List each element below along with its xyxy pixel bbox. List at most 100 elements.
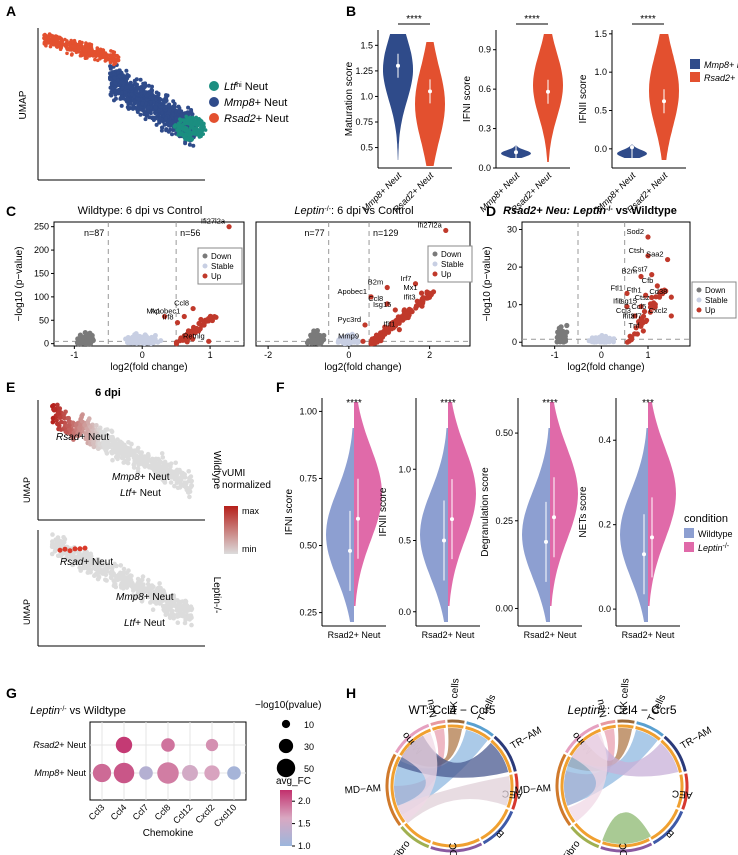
umap-cell-rsad2 [110, 59, 115, 63]
umap-cell [171, 615, 176, 621]
umap-cell [88, 551, 93, 557]
umap-cell [134, 594, 139, 599]
gene-label: Saa2 [646, 250, 664, 259]
umap-cell [152, 599, 157, 605]
y-axis-label: IFNII score [578, 74, 589, 123]
umap-cell [176, 607, 181, 612]
tick-label: 0.25 [299, 608, 317, 618]
umap-cell [153, 458, 158, 463]
umap-cell [113, 584, 119, 590]
x-tick-label: Cxcl10 [212, 802, 239, 829]
umap-cell [62, 557, 67, 562]
umap-cell [174, 480, 180, 486]
volcano-point-up [162, 313, 168, 320]
umap-cell [141, 455, 146, 460]
umap-cell-rsad2 [52, 42, 57, 47]
y-tick-label: 150 [34, 268, 49, 278]
umap-cell-ltf [195, 124, 200, 128]
legend-swatch [432, 251, 438, 257]
umap-cell [113, 441, 119, 447]
umap-cell-mmp8 [167, 108, 172, 113]
chord-sector-inner [432, 724, 446, 731]
sector-label-right: NK cells [618, 678, 631, 715]
umap-cell [186, 469, 191, 474]
umap-cell-rsad2 [46, 36, 51, 40]
x-axis-label: log2(fold change) [567, 362, 644, 373]
umap-cell-mmp8 [153, 105, 158, 110]
umap-cell-rsad2 [95, 46, 100, 50]
volcano-point-up [418, 290, 425, 296]
umap-cell [145, 463, 150, 468]
legend-swatch [209, 81, 219, 91]
volcano-point-stable [142, 341, 147, 347]
tick-label: 0.5 [594, 106, 607, 116]
umap-cell-rsad2 [89, 42, 94, 47]
chord-sector-outer [493, 735, 517, 772]
volcano-point-stable [132, 335, 138, 341]
tick-label: 0.50 [495, 428, 513, 438]
umap-cell-ltf [201, 132, 205, 136]
volcano-point-up [419, 303, 425, 309]
umap-cell [86, 570, 92, 575]
gene-label: Cst7 [632, 265, 647, 274]
chord-sector-outer [482, 810, 514, 845]
volcano-point-up [649, 294, 655, 301]
umap-cell [160, 603, 166, 609]
chord-sector-outer [617, 719, 635, 724]
gene-label: Ifit1 [383, 320, 395, 329]
volcano-point-up [373, 332, 380, 338]
chord-link [602, 812, 651, 845]
umap-cell [150, 594, 155, 600]
chord-sector-inner [490, 739, 512, 773]
volcano-point-up [181, 313, 187, 320]
chart-title: Leptin-/- vs Wildtype [30, 705, 126, 717]
umap-cell [96, 574, 102, 580]
umap-cell [145, 458, 150, 464]
y-axis-label: IFNI score [462, 76, 473, 123]
umap-cell [65, 423, 70, 429]
panel-letter-f: F [276, 379, 285, 395]
gene-label: Irf8 [163, 313, 174, 322]
gene-label: Ifi27l2a [418, 220, 443, 229]
sector-label-left: DC [448, 842, 460, 855]
panel-e-umap: 6 dpi UMAP UMAP Wildtype Leptin-/- Rsad+ Neut… [22, 387, 271, 647]
umap-cell-mmp8 [170, 132, 174, 137]
volcano-point-up [654, 283, 660, 289]
sector-label-right: Neu [595, 698, 610, 718]
chord-sector-inner [660, 739, 682, 773]
tick-label: 1.0 [594, 67, 607, 77]
volcano-point-up [360, 338, 366, 344]
umap-cell-mmp8 [118, 80, 123, 85]
umap-cell-mmp8 [163, 99, 168, 104]
x-tick-label: 0 [140, 350, 145, 360]
size-legend-dot [281, 719, 291, 729]
dot [204, 765, 220, 781]
chord-sector-outer [565, 723, 600, 754]
volcano-point-up [412, 281, 419, 287]
umap-cell-mmp8 [131, 106, 135, 111]
y-tick-label: 50 [39, 315, 49, 325]
volcano-point-stable [611, 336, 617, 342]
umap-cell-mmp8 [157, 120, 162, 125]
chord-sector-outer [466, 721, 494, 737]
violin-median [552, 515, 556, 520]
umap-cell [90, 558, 96, 564]
umap-cell-mmp8 [191, 143, 196, 148]
y-axis-label: UMAP [22, 599, 32, 625]
umap-cell-rsad2 [114, 53, 118, 58]
umap-cell [122, 442, 127, 448]
umap-cell-rsad2 [71, 44, 76, 49]
y-axis-label: Degranulation score [480, 467, 491, 557]
violin-median [662, 99, 666, 104]
tick-label: 0.5 [398, 536, 411, 546]
y-tick-label: 10 [507, 300, 517, 310]
umap-cell [79, 415, 84, 420]
chord-sector-inner [676, 774, 684, 809]
panel-g-dotplot: Leptin-/- vs Wildtype Ccl3 Ccl4 Ccl7 Ccl8Ccl… [30, 700, 321, 851]
umap-cell-mmp8 [131, 99, 136, 103]
umap-cell-ltf [181, 127, 186, 132]
volcano-point-up [209, 317, 215, 324]
y-tick-label: 0 [512, 337, 517, 347]
umap-cell-rsad2 [73, 48, 78, 52]
